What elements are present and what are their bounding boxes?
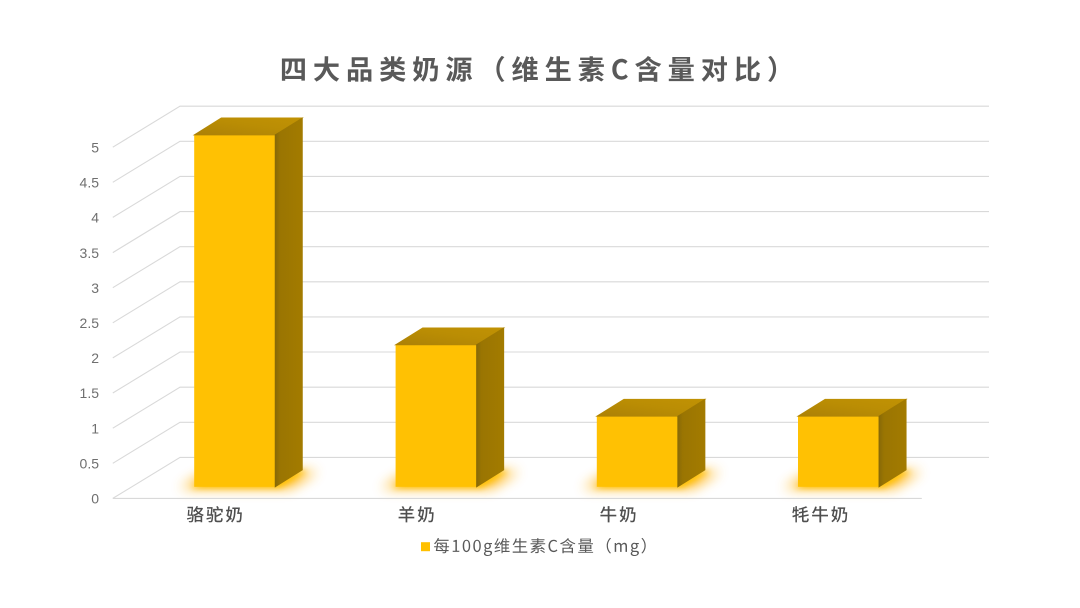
svg-text:3: 3 (91, 280, 99, 296)
svg-text:0: 0 (91, 491, 99, 507)
svg-text:3.5: 3.5 (80, 245, 100, 261)
svg-text:2: 2 (91, 350, 99, 366)
svg-text:0.5: 0.5 (80, 456, 100, 472)
svg-text:4.5: 4.5 (80, 175, 100, 191)
svg-text:1: 1 (91, 420, 99, 436)
svg-text:4: 4 (91, 210, 99, 226)
svg-text:2.5: 2.5 (80, 315, 100, 331)
svg-text:1.5: 1.5 (80, 385, 100, 401)
svg-text:5: 5 (91, 139, 99, 155)
